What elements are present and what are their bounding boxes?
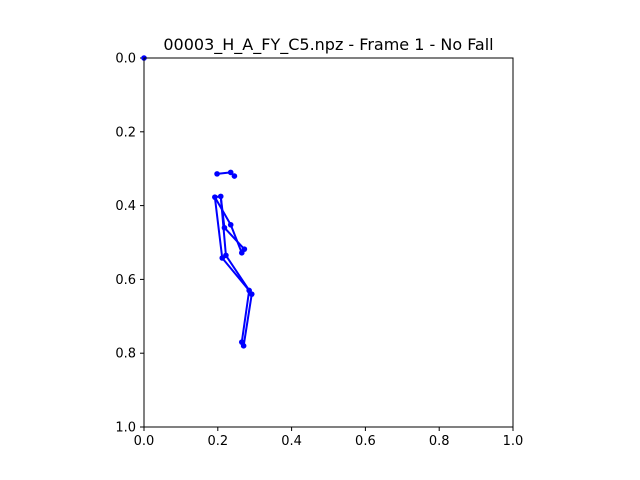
keypoint (221, 224, 228, 231)
keypoint (214, 171, 220, 177)
y-axis: 0.0 0.2 0.4 0.6 0.8 1.0 (115, 52, 144, 436)
skeleton-segment (224, 254, 253, 296)
skeleton-segment (219, 195, 226, 229)
x-tick-label: 0.2 (207, 434, 228, 449)
keypoint (231, 173, 238, 179)
x-tick-label: 0.8 (429, 434, 450, 449)
skeleton-segment (213, 196, 224, 259)
y-tick-label: 0.0 (115, 52, 136, 67)
y-tick-label: 0.6 (115, 273, 136, 288)
keypoint (212, 194, 218, 200)
y-tick-label: 1.0 (115, 421, 136, 436)
x-axis: 0.0 0.2 0.4 0.6 0.8 1.0 (134, 427, 524, 449)
keypoint (217, 193, 224, 200)
x-tick-label: 0.0 (134, 434, 155, 449)
plot-frame (143, 57, 514, 428)
keypoint (227, 169, 234, 176)
keypoint (227, 221, 234, 228)
chart-title: 00003_H_A_FY_C5.npz - Frame 1 - No Fall (163, 35, 493, 55)
keypoint (248, 291, 255, 297)
x-tick-label: 1.0 (503, 434, 524, 449)
keypoint (223, 252, 229, 259)
x-tick-label: 0.4 (281, 434, 302, 449)
y-tick-label: 0.2 (115, 125, 136, 140)
y-tick-label: 0.8 (115, 347, 136, 362)
y-tick-label: 0.4 (115, 199, 136, 214)
skeleton-segment (223, 226, 246, 251)
keypoint (240, 343, 247, 349)
skeleton-segment (240, 289, 251, 344)
plot-marks (141, 55, 255, 349)
x-tick-label: 0.6 (355, 434, 376, 449)
keypoint (238, 250, 245, 256)
skeleton-segment (229, 223, 243, 254)
skeleton-segment (242, 293, 253, 347)
